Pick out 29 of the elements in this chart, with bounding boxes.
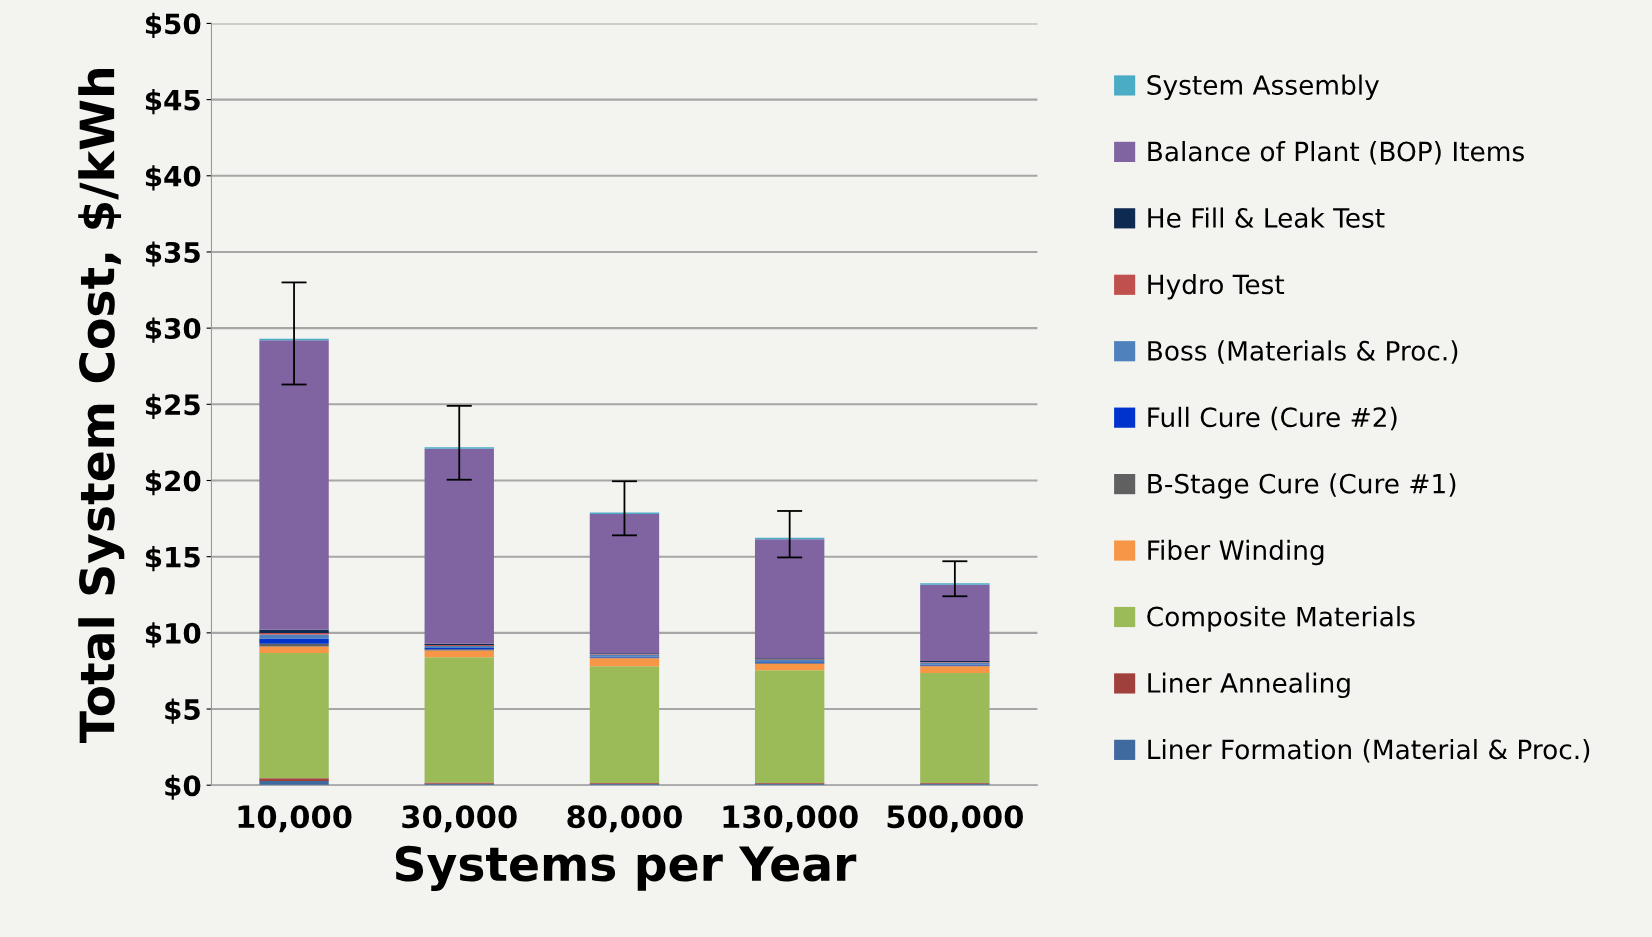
legend-label: Boss (Materials & Proc.) <box>1148 340 1458 364</box>
y-tick-label: $5 <box>165 698 200 724</box>
legend-label: B-Stage Cure (Cure #1) <box>1148 473 1456 499</box>
y-tick-label: $40 <box>145 165 201 191</box>
legend-label: Liner Formation (Material & Proc.) <box>1148 738 1590 763</box>
x-tick-label: 10,000 <box>238 805 352 833</box>
legend-label: Composite Materials <box>1147 606 1415 632</box>
x-tick-label: 500,000 <box>887 805 1023 833</box>
legend-label: Full Cure (Cure #2) <box>1148 406 1397 431</box>
x-tick-label: 130,000 <box>723 805 858 833</box>
y-tick-label: $20 <box>145 469 201 496</box>
x-tick-label: 80,000 <box>567 805 682 833</box>
x-tick-label: 30,000 <box>402 805 517 833</box>
y-tick-label: $30 <box>145 317 201 343</box>
y-tick-label: $25 <box>145 393 200 419</box>
y-tick-label: $0 <box>165 774 201 800</box>
legend-label: He Fill & Leak Test <box>1148 207 1385 228</box>
legend-label: Balance of Plant (BOP) Items <box>1148 141 1524 165</box>
legend-label: System Assembly <box>1147 74 1379 101</box>
y-tick-label: $45 <box>145 89 200 115</box>
y-axis-title: Total System Cost, $/kWh <box>78 69 125 744</box>
legend-label: Hydro Test <box>1148 273 1285 300</box>
y-tick-label: $35 <box>145 241 200 267</box>
y-tick-label: $50 <box>145 12 201 39</box>
y-tick-label: $15 <box>145 546 200 572</box>
y-tick-label: $10 <box>145 622 201 648</box>
legend-label: Fiber Winding <box>1148 539 1324 566</box>
legend-label: Liner Annealing <box>1148 672 1350 699</box>
x-axis-title: Systems per Year <box>395 845 857 892</box>
